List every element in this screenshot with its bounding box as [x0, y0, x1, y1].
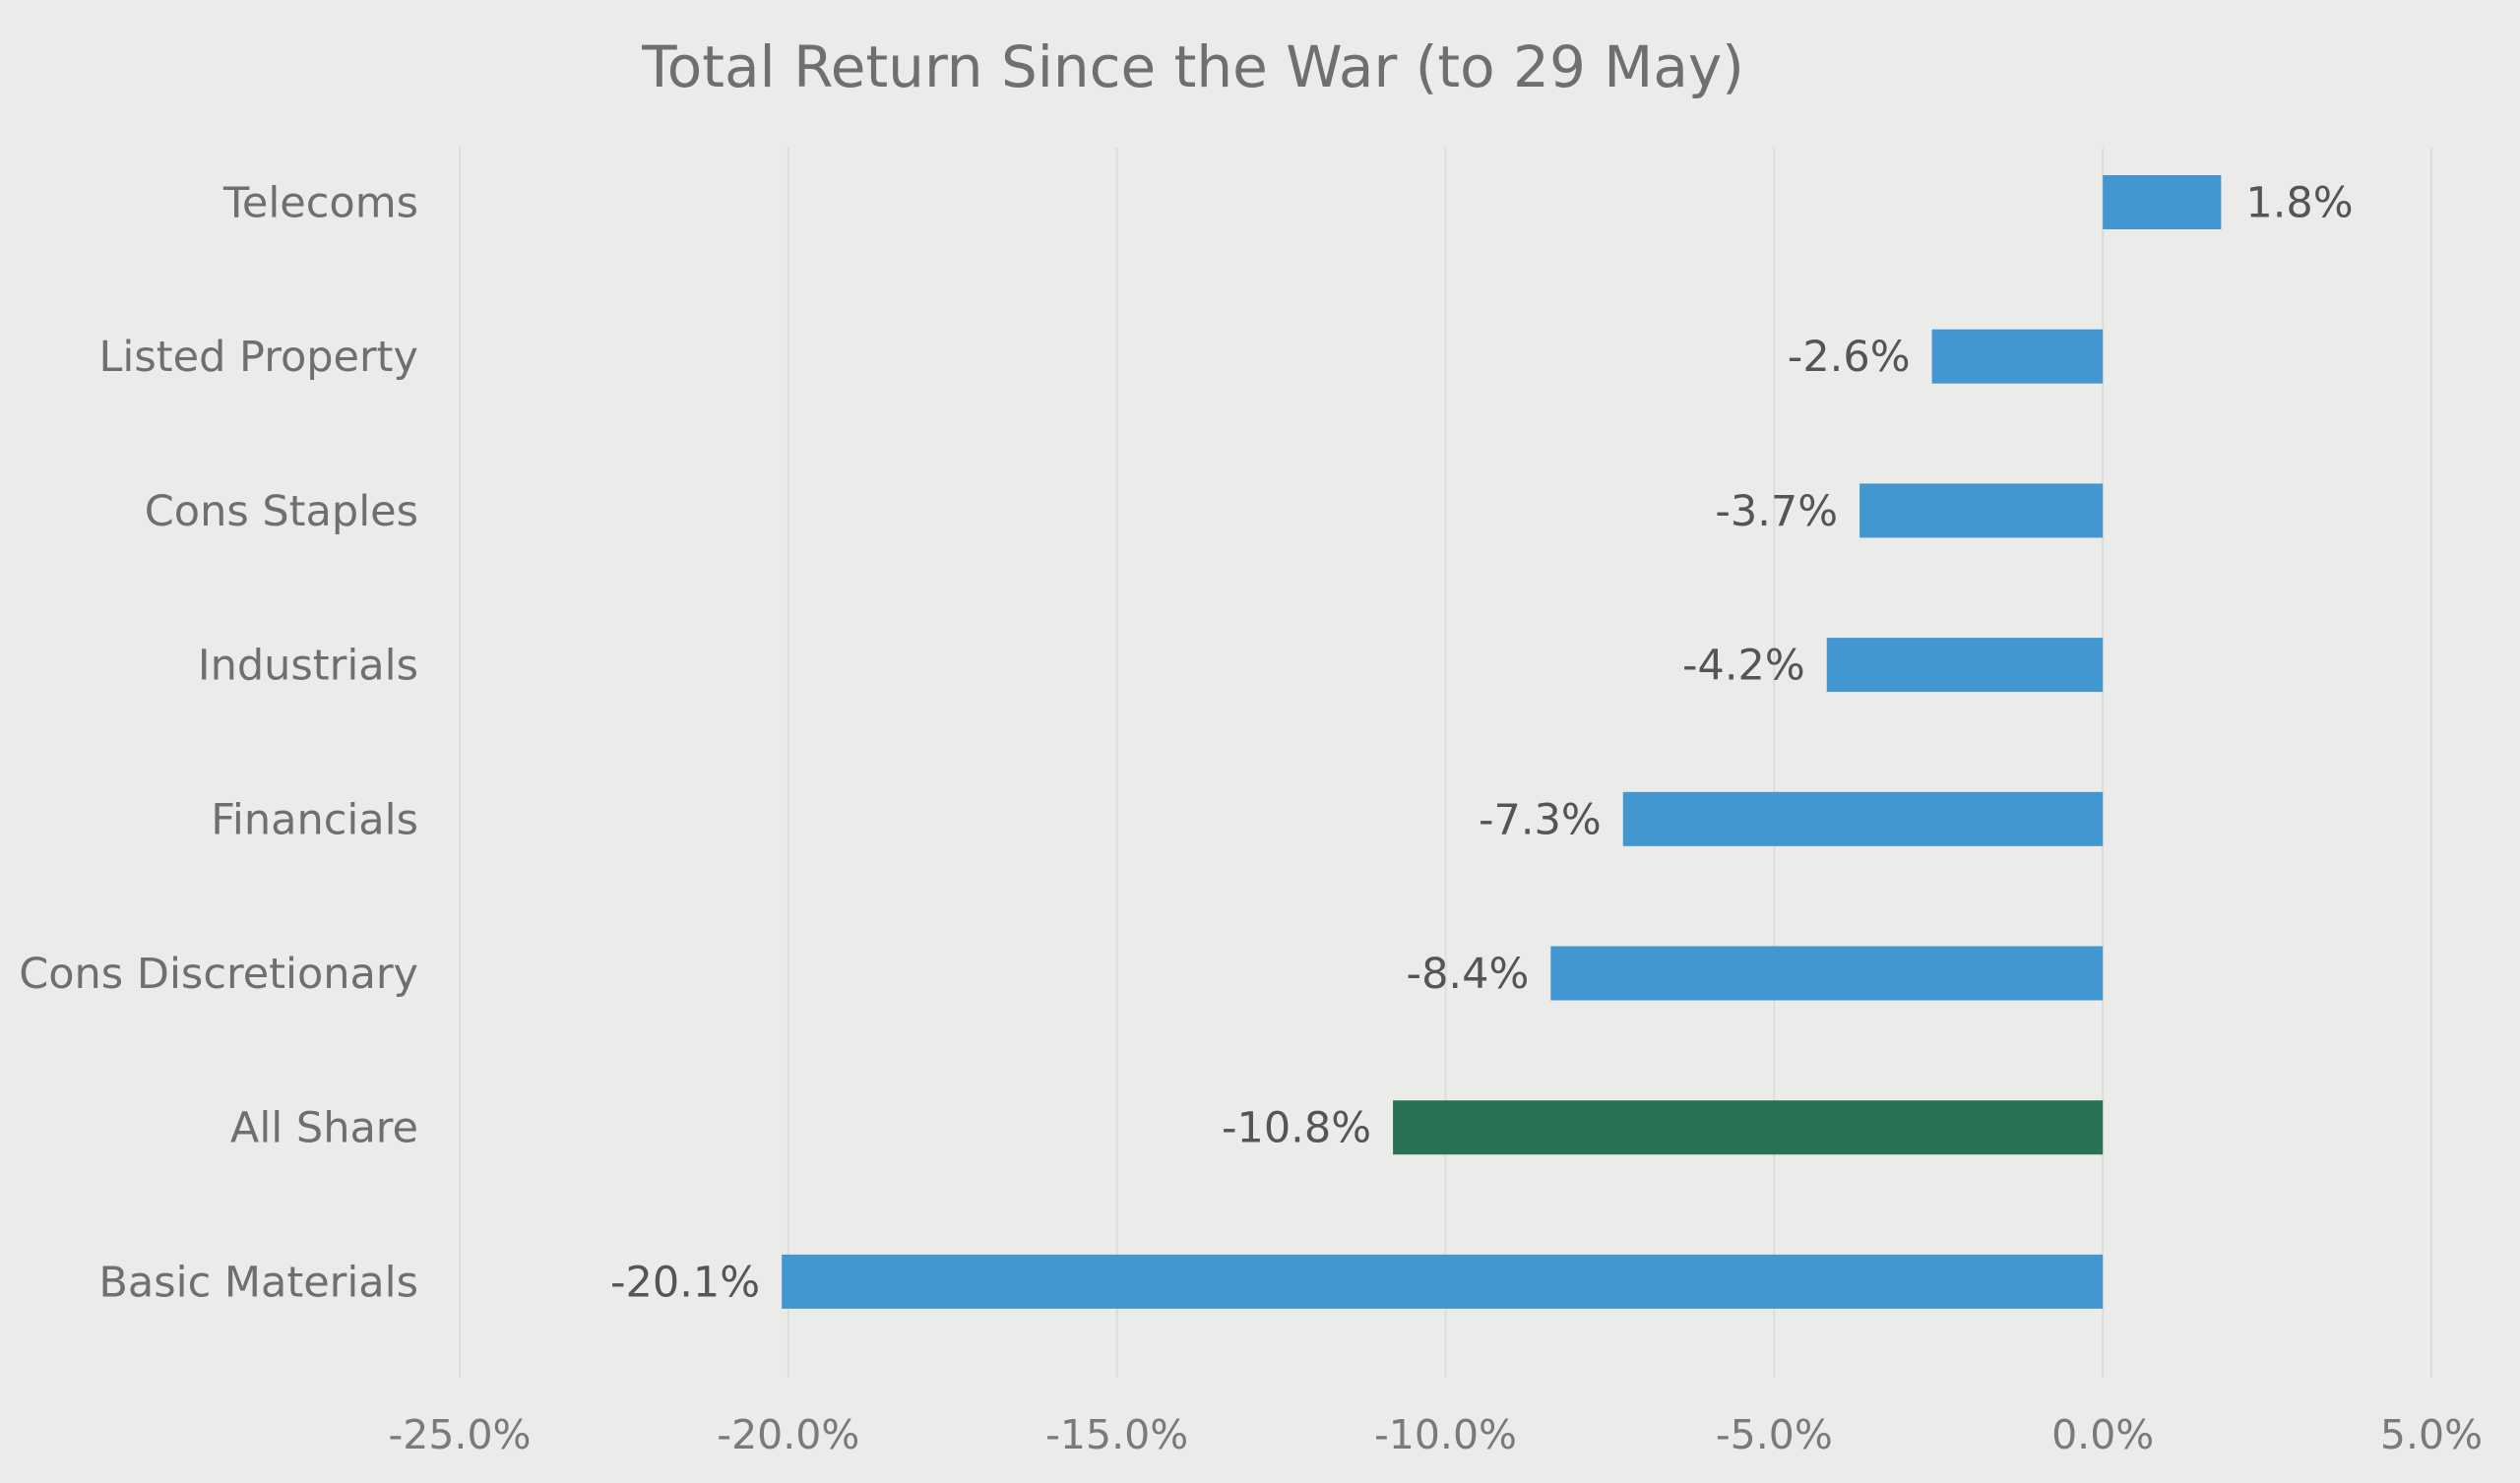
category-label: Industrials	[198, 642, 418, 691]
bar-cons-staples	[1859, 483, 2104, 538]
x-tick-label: -5.0%	[1716, 1411, 1833, 1458]
bars	[782, 175, 2222, 1309]
data-label: -7.3%	[1479, 795, 1602, 844]
bar-listed-property	[1931, 329, 2104, 384]
x-tick-label: -15.0%	[1045, 1411, 1188, 1458]
bar-industrials	[1826, 638, 2104, 693]
x-tick-label: 5.0%	[2380, 1411, 2483, 1458]
data-label: -2.6%	[1788, 333, 1911, 382]
data-label: -10.8%	[1222, 1104, 1371, 1153]
data-labels: 1.8% -2.6% -3.7% -4.2% -7.3% -8.4% -10.8% -20.1…	[610, 179, 2354, 1308]
category-label: Financials	[211, 795, 418, 844]
x-tick-label: -25.0%	[388, 1411, 531, 1458]
x-tick-label: -10.0%	[1374, 1411, 1517, 1458]
data-label: -4.2%	[1682, 642, 1805, 691]
chart-title: Total Return Since the War (to 29 May)	[641, 33, 1744, 100]
category-label: Cons Discretionary	[19, 950, 418, 999]
category-axis: Telecoms Listed Property Cons Staples Indus…	[19, 179, 418, 1308]
category-label: Basic Materials	[98, 1258, 418, 1307]
x-tick-label: 0.0%	[2051, 1411, 2154, 1458]
bar-cons-discretionary	[1550, 946, 2104, 1001]
category-label: Cons Staples	[145, 487, 418, 536]
category-label: Telecoms	[222, 179, 418, 228]
value-axis: -25.0% -20.0% -15.0% -10.0% -5.0% 0.0% 5.0%	[388, 1411, 2483, 1458]
data-label: -3.7%	[1715, 487, 1838, 536]
category-label: All Share	[230, 1104, 418, 1153]
gridlines	[459, 148, 2432, 1378]
bar-basic-materials	[782, 1254, 2104, 1309]
bar-telecoms	[2103, 175, 2222, 229]
data-label: -8.4%	[1407, 950, 1530, 999]
category-label: Listed Property	[98, 333, 418, 382]
bar-all-share	[1393, 1100, 2104, 1155]
data-label: 1.8%	[2245, 179, 2353, 228]
data-label: -20.1%	[610, 1258, 760, 1307]
bar-financials	[1622, 791, 2104, 846]
x-tick-label: -20.0%	[717, 1411, 859, 1458]
